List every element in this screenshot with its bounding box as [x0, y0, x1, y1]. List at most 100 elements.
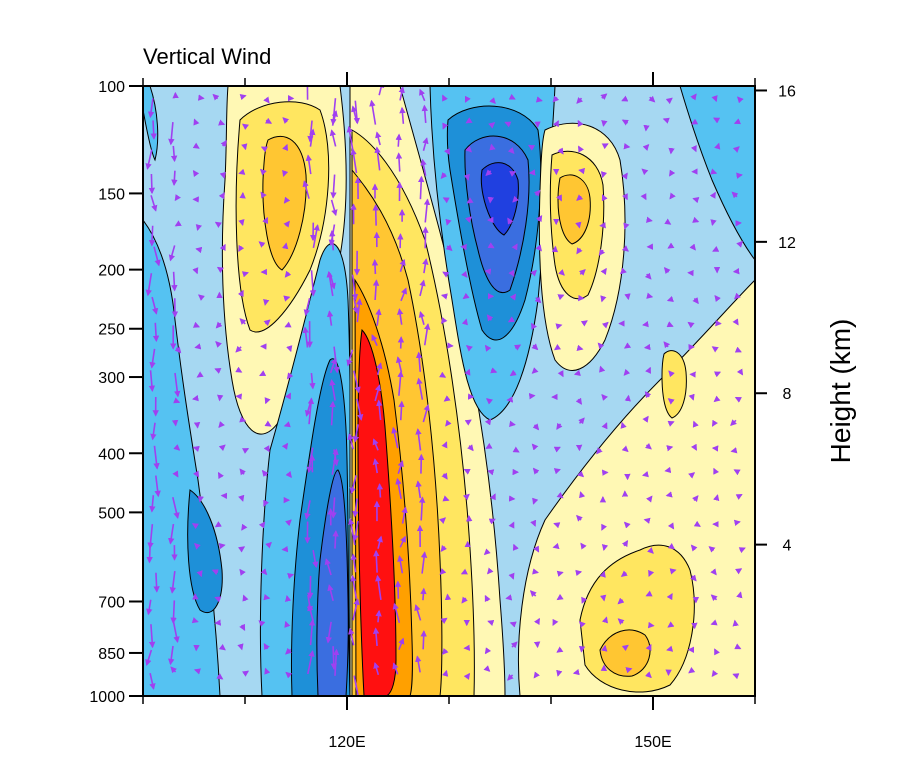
wind-vector [644, 442, 652, 450]
wind-vector [239, 93, 247, 101]
wind-vector [556, 570, 564, 577]
wind-vector [713, 494, 720, 502]
wind-vector [441, 441, 448, 449]
wind-vector [263, 298, 270, 306]
wind-vector [214, 368, 222, 374]
wind-vector [531, 443, 539, 451]
wind-vector [576, 514, 583, 522]
wind-vector [193, 118, 200, 126]
wind-vector [733, 292, 741, 300]
y-left-tick-label: 100 [98, 79, 125, 96]
wind-vector [326, 270, 334, 297]
wind-vector [303, 297, 311, 317]
wind-vector [667, 242, 675, 249]
wind-vector [555, 323, 563, 330]
wind-vector [401, 506, 408, 524]
wind-vector [669, 169, 676, 177]
wind-vector [194, 542, 201, 550]
wind-vector [641, 168, 649, 176]
wind-vector [600, 93, 608, 100]
wind-vector [623, 143, 631, 150]
wind-vector [263, 96, 270, 104]
wind-vector [284, 595, 292, 602]
wind-vector [692, 216, 700, 223]
wind-vector [283, 220, 290, 228]
wind-vector [283, 421, 291, 428]
wind-vector [304, 500, 311, 520]
y-left-tick-label: 150 [98, 186, 125, 203]
wind-vector [737, 96, 744, 104]
wind-vector [580, 320, 588, 327]
wind-vector [644, 272, 652, 280]
wind-vector [533, 189, 541, 197]
wind-vector [149, 673, 156, 690]
wind-vector [557, 294, 565, 301]
wind-vector [576, 194, 584, 201]
wind-vector [171, 271, 178, 292]
wind-vector [239, 623, 246, 631]
wind-vector [212, 93, 220, 101]
wind-vector [350, 574, 358, 599]
wind-vector [690, 574, 697, 582]
wind-vector [596, 447, 603, 455]
wind-vector [216, 673, 224, 680]
wind-vector [648, 569, 655, 577]
wind-vector [238, 244, 245, 253]
wind-vector [556, 194, 562, 202]
wind-vector [668, 147, 675, 155]
wind-vector [415, 351, 423, 372]
wind-vector [531, 367, 539, 374]
wind-vector [419, 279, 426, 297]
wind-vector [509, 293, 517, 301]
wind-vector [351, 274, 359, 301]
wind-vector [285, 471, 292, 478]
y-left-tick-label: 850 [98, 646, 125, 663]
wind-vector [398, 86, 405, 101]
wind-vector [241, 143, 248, 151]
wind-vector [287, 572, 295, 580]
wind-vector [733, 519, 741, 526]
wind-vector [642, 143, 650, 151]
wind-vector [331, 448, 339, 475]
wind-vector [309, 270, 317, 297]
wind-vector [484, 647, 492, 655]
y-right-tick-label: 12 [778, 235, 796, 252]
wind-vector [286, 372, 294, 380]
contour-right-down-1 [679, 86, 755, 261]
wind-vector [418, 175, 425, 200]
wind-vector [573, 369, 581, 377]
wind-vector [687, 321, 695, 329]
wind-vector [169, 571, 176, 594]
wind-vector [260, 191, 267, 199]
wind-vector [258, 521, 266, 529]
wind-vector [534, 296, 542, 304]
wind-vector [625, 667, 633, 674]
wind-vector [713, 371, 722, 378]
wind-vector [646, 495, 653, 503]
wind-vector [263, 319, 271, 327]
wind-vector [734, 643, 742, 650]
wind-vector [350, 553, 357, 573]
wind-vector [463, 173, 470, 181]
wind-vector [332, 530, 339, 549]
wind-vector [439, 568, 447, 575]
contour-left-down-3 [143, 86, 159, 162]
wind-vector [285, 647, 292, 655]
wind-vector [395, 477, 402, 499]
wind-vector [461, 596, 468, 604]
wind-vector [309, 128, 316, 147]
wind-vector [442, 94, 448, 102]
wind-vector [553, 343, 562, 351]
wind-vector [218, 119, 226, 126]
wind-vector [442, 197, 450, 204]
wind-vector [241, 670, 250, 677]
wind-vector [489, 493, 496, 501]
wind-vector [487, 619, 495, 627]
y-right-axis-label: Height (km) [825, 319, 856, 464]
wind-vector [509, 621, 517, 628]
wind-vector [620, 421, 627, 429]
wind-vector [302, 180, 310, 199]
wind-vector [397, 370, 404, 396]
wind-vector [690, 443, 697, 451]
wind-vector [600, 267, 607, 276]
